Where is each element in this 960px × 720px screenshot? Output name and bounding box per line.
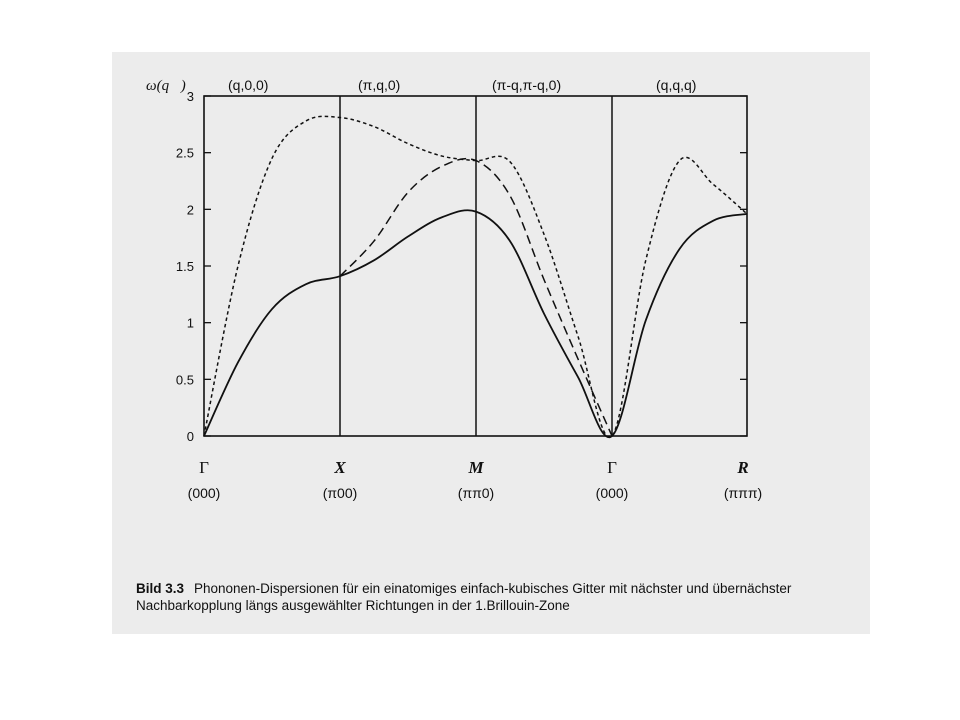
- segment-direction-label: (q,0,0): [228, 77, 268, 93]
- series-line-dashed: [339, 157, 613, 437]
- segment-direction-label: (q,q,q): [656, 77, 696, 93]
- symmetry-point-coord: (000): [596, 485, 629, 501]
- y-axis-ticks: 0 0.5 1 1.5 2 2.5 3: [176, 89, 747, 444]
- symmetry-point-symbol: M: [467, 458, 484, 477]
- segment-direction-label: (π-q,π-q,0): [492, 77, 561, 93]
- y-axis-label: ω(q⃗): [146, 78, 186, 94]
- symmetry-point-coord: (πππ): [724, 485, 762, 501]
- segment-direction-label: (π,q,0): [358, 77, 400, 93]
- caption-text: Phononen-Dispersionen für ein einatomige…: [136, 581, 792, 613]
- y-tick-label: 0.5: [176, 372, 194, 387]
- dispersion-curves: [203, 115, 748, 439]
- y-tick-label: 2.5: [176, 146, 194, 161]
- figure-caption: Bild 3.3 Phononen-Dispersionen für ein ei…: [136, 580, 856, 614]
- symmetry-point-symbol: Γ: [607, 458, 617, 477]
- series-line-solid: [203, 209, 748, 439]
- chart-labels: ω(q⃗) (q,0,0) (π,q,0) (π-q,π-q,0) (q,q,q) Γ (…: [146, 77, 762, 501]
- symmetry-point-symbol: R: [736, 458, 748, 477]
- y-tick-label: 1: [187, 316, 194, 331]
- symmetry-point-coord: (000): [188, 485, 221, 501]
- series-line-dotted: [203, 115, 748, 439]
- symmetry-point-symbol: Γ: [199, 458, 209, 477]
- symmetry-point-coord: (ππ0): [458, 485, 494, 501]
- symmetry-point-symbol: X: [333, 458, 346, 477]
- caption-label: Bild 3.3: [136, 581, 185, 596]
- scanned-page-background: [112, 52, 870, 634]
- symmetry-point-dividers: [339, 96, 613, 436]
- y-tick-label: 0: [187, 429, 194, 444]
- symmetry-point-coord: (π00): [323, 485, 358, 501]
- y-tick-label: 1.5: [176, 259, 194, 274]
- y-tick-label: 2: [187, 202, 194, 217]
- y-tick-label: 3: [187, 89, 194, 104]
